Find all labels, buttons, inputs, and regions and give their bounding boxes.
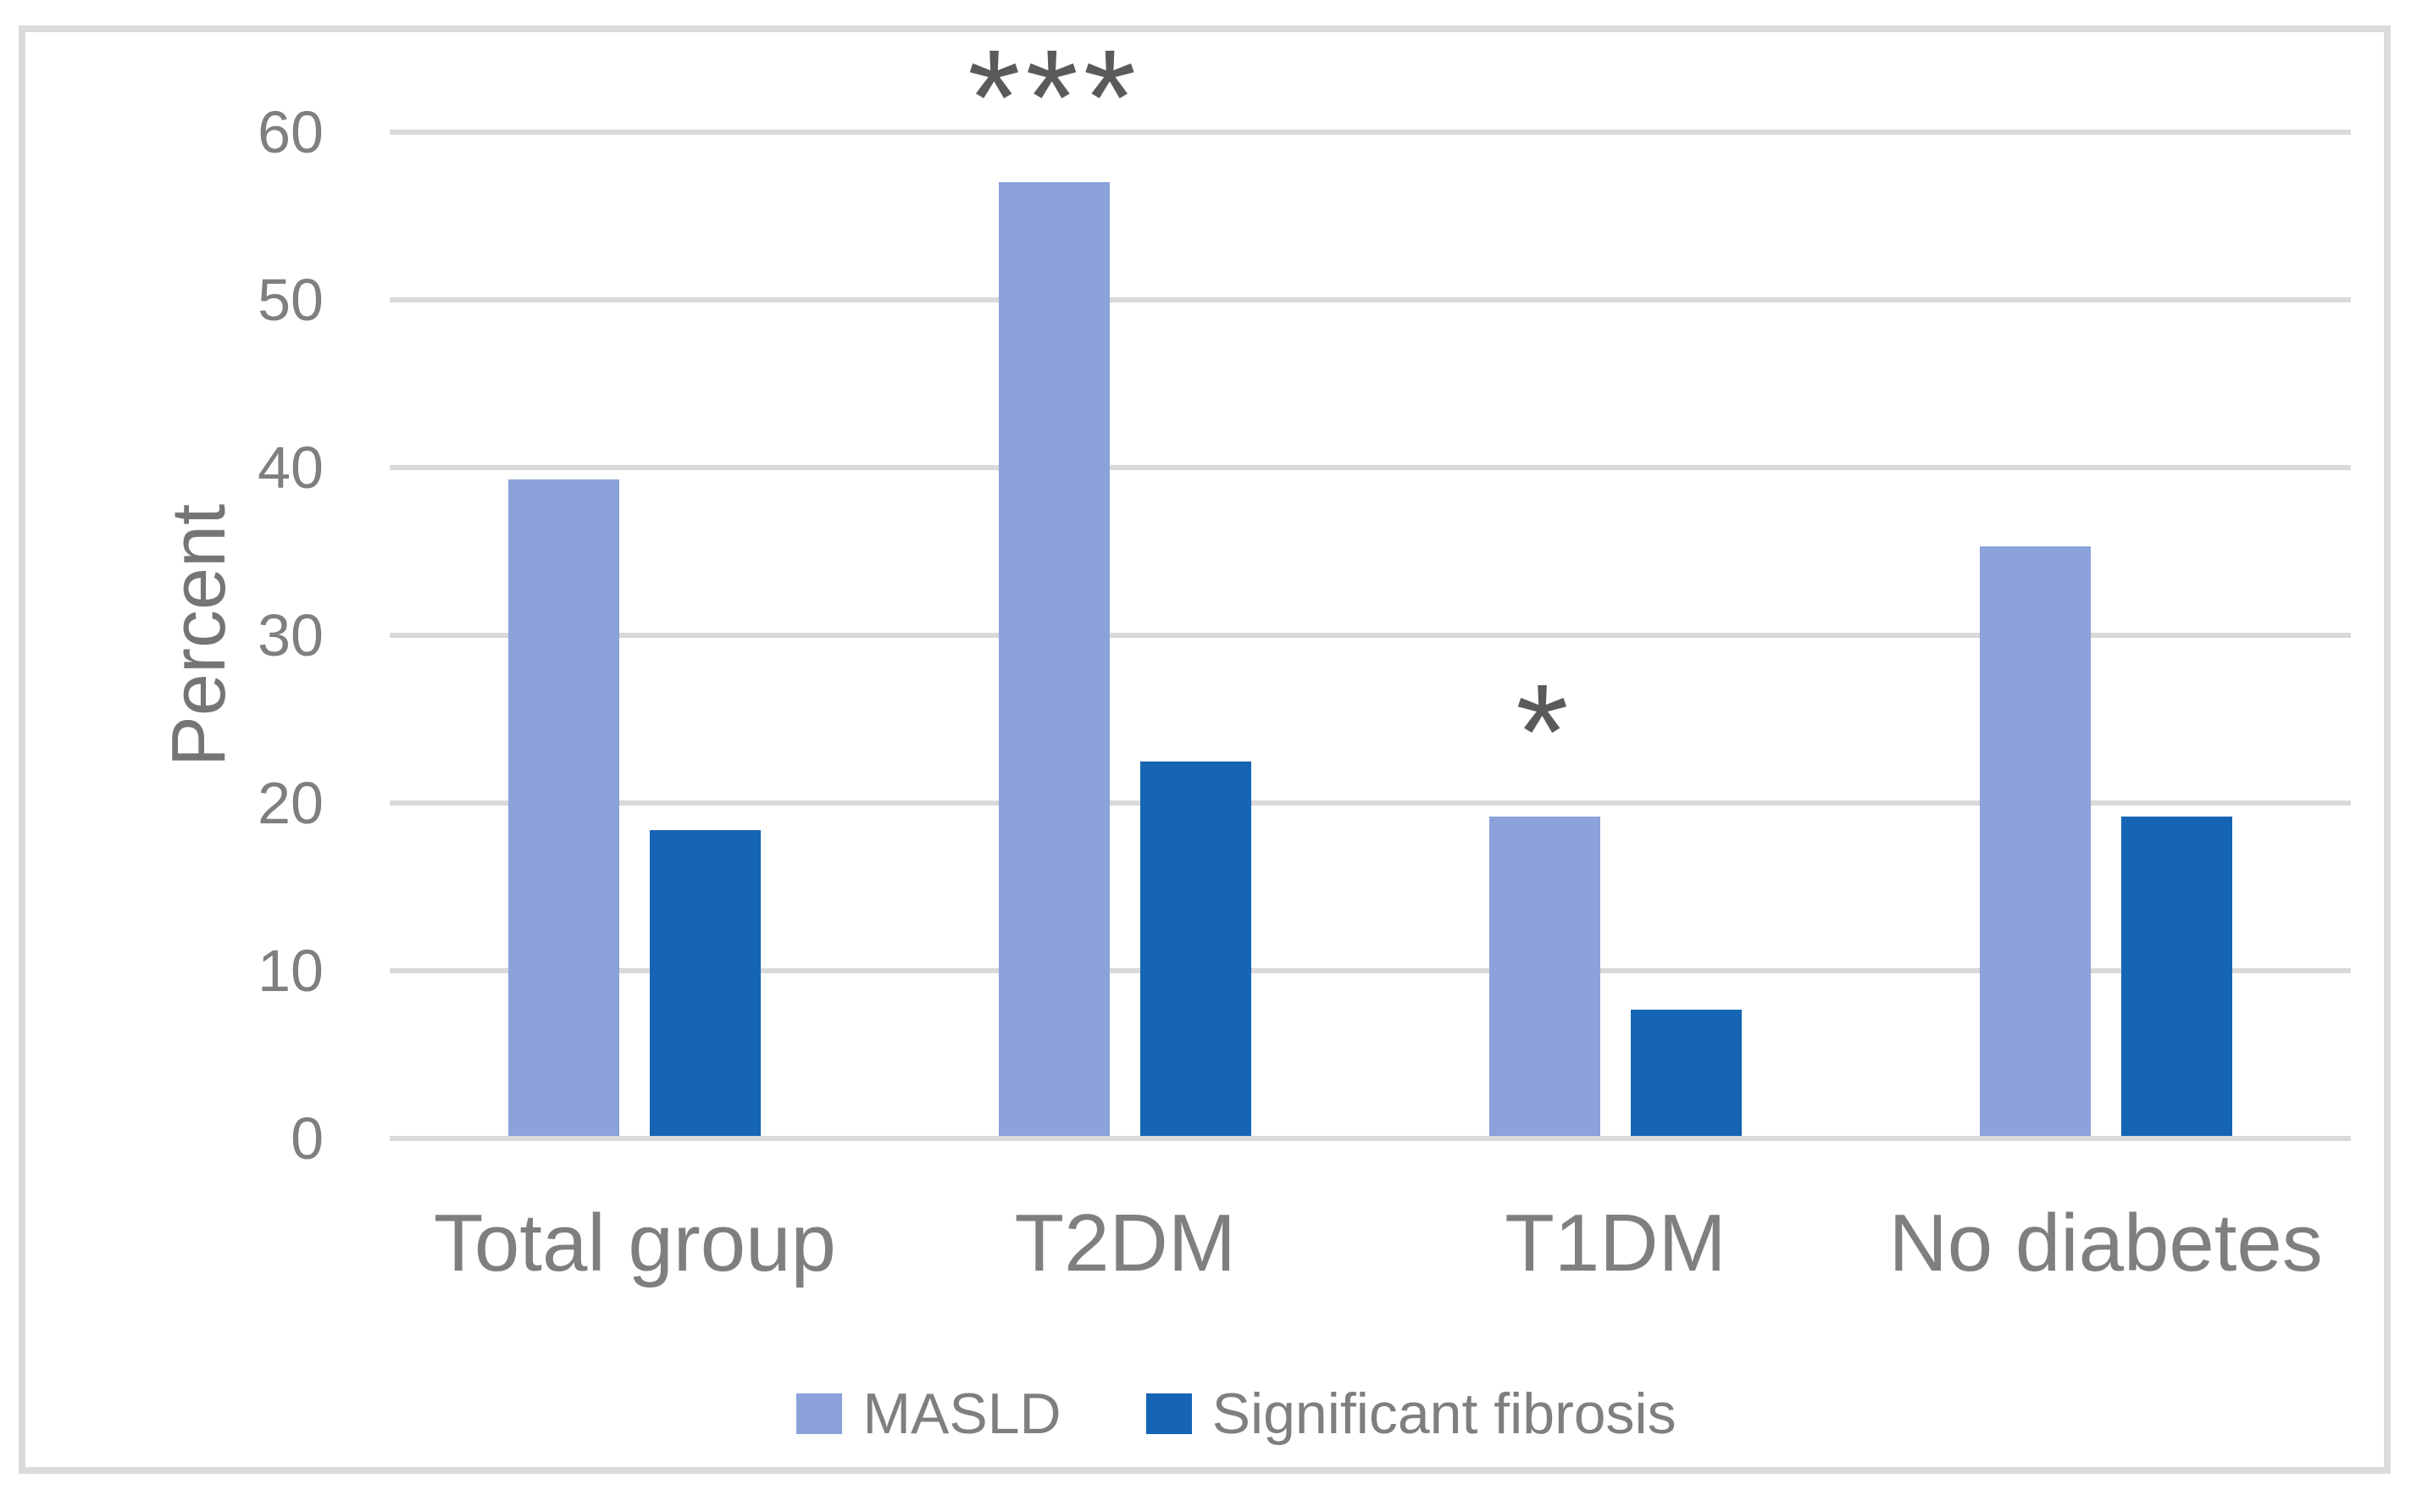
bar-masld-total-group [508, 479, 620, 1136]
gridline-20 [390, 800, 2351, 806]
bar-significant-fibrosis-total-group [650, 829, 762, 1136]
legend: MASLD Significant fibrosis [25, 1376, 2422, 1452]
y-tick-label-60: 60 [258, 99, 324, 165]
legend-item-significant-fibrosis: Significant fibrosis [1145, 1380, 1677, 1448]
gridline-10 [390, 968, 2351, 973]
y-tick-label-10: 10 [258, 938, 324, 1004]
bar-significant-fibrosis-t1dm [1630, 1009, 1742, 1136]
category-label-no-diabetes: No diabetes [1888, 1198, 2323, 1288]
significance-annotation-t1dm: * [1516, 655, 1574, 807]
y-tick-label-0: 0 [291, 1105, 324, 1171]
category-label-total-group: Total group [433, 1198, 836, 1288]
bar-masld-t2dm [999, 182, 1111, 1136]
gridline-40 [390, 465, 2351, 470]
y-tick-label-40: 40 [258, 435, 324, 501]
bar-significant-fibrosis-t2dm [1140, 761, 1252, 1136]
legend-swatch-masld [796, 1393, 843, 1434]
category-label-t1dm: T1DM [1505, 1198, 1726, 1288]
gridline-60 [390, 130, 2351, 135]
y-tick-label-30: 30 [258, 602, 324, 668]
chart-frame: *** * 0 10 20 30 40 50 60 Percent Total group T2… [19, 25, 2391, 1474]
y-tick-label-50: 50 [258, 267, 324, 333]
gridline-50 [390, 297, 2351, 302]
gridline-30 [390, 633, 2351, 638]
bar-masld-no-diabetes [1979, 546, 2091, 1136]
x-axis-baseline [390, 1136, 2351, 1141]
bar-significant-fibrosis-no-diabetes [2120, 816, 2232, 1136]
y-axis-title: Percent [157, 503, 241, 767]
category-label-t2dm: T2DM [1014, 1198, 1236, 1288]
legend-label-significant-fibrosis: Significant fibrosis [1211, 1382, 1677, 1446]
significance-annotation-t2dm: *** [967, 21, 1142, 174]
legend-item-masld: MASLD [796, 1380, 1061, 1448]
legend-swatch-significant-fibrosis [1145, 1393, 1192, 1434]
plot-area: *** * [390, 30, 2351, 1141]
legend-label-masld: MASLD [862, 1382, 1061, 1446]
y-tick-label-20: 20 [258, 770, 324, 836]
bar-masld-t1dm [1488, 816, 1600, 1136]
